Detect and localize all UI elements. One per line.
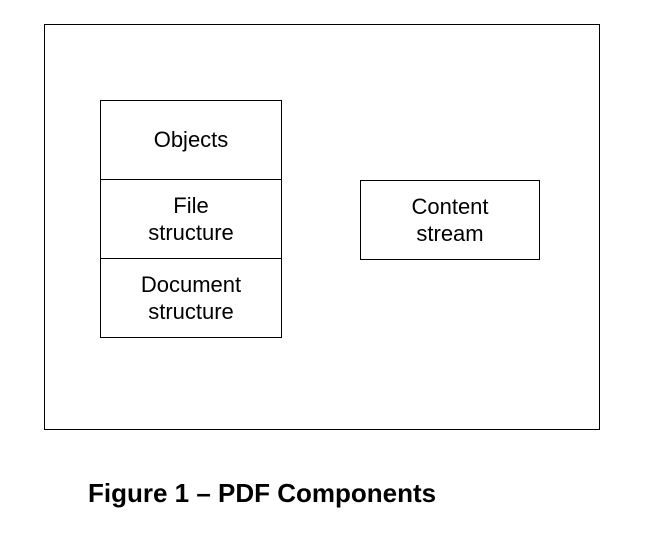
component-stack: Objects Filestructure Documentstructure [100, 100, 282, 338]
stack-cell-objects: Objects [100, 100, 282, 180]
stack-cell-document-structure: Documentstructure [100, 258, 282, 338]
content-stream-box: Contentstream [360, 180, 540, 260]
figure-caption: Figure 1 – PDF Components [88, 478, 436, 509]
stack-cell-file-structure: Filestructure [100, 179, 282, 259]
